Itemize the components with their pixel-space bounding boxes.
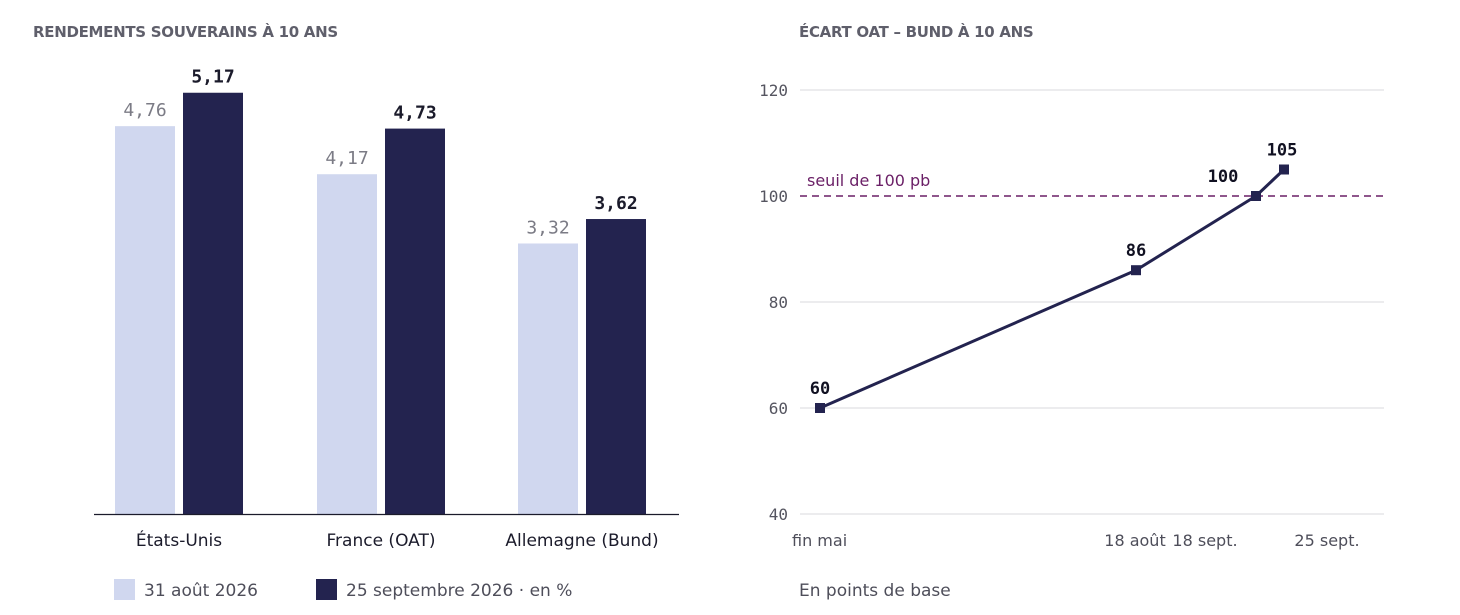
point-marker-2 — [1251, 191, 1261, 201]
point-label-3: 105 — [1267, 141, 1298, 161]
point-label-0: 60 — [810, 379, 830, 399]
bar-value-label-old-2: 3,32 — [526, 217, 569, 238]
line-chart-title: ÉCART OAT – BUND À 10 ANS — [799, 22, 1033, 41]
bar-value-label-old-0: 4,76 — [123, 100, 166, 121]
line-x-tick-labels: fin mai 18 août 18 sept. 25 sept. — [792, 531, 1360, 550]
x-tick-label-1: 18 août — [1104, 531, 1165, 550]
x-tick-label-3: 25 sept. — [1294, 531, 1359, 550]
bars-layer: 4,76 4,17 3,32 5,17 4,73 3,62 — [115, 67, 646, 515]
bar-old-1 — [317, 174, 377, 514]
x-tick-label-0: fin mai — [792, 531, 847, 550]
bar-new-1 — [385, 128, 445, 514]
bar-value-label-new-0: 5,17 — [191, 67, 234, 88]
y-tick-label-60: 60 — [769, 399, 788, 418]
y-tick-label-80: 80 — [769, 293, 788, 312]
bar-legend: 31 août 2026 25 septembre 2026 · en % — [114, 579, 572, 601]
bar-chart-title: RENDEMENTS SOUVERAINS À 10 ANS — [33, 22, 338, 41]
bar-value-label-old-1: 4,17 — [325, 148, 368, 169]
bar-value-label-new-1: 4,73 — [393, 103, 436, 124]
point-label-1: 86 — [1126, 241, 1146, 261]
point-marker-0 — [815, 403, 825, 413]
threshold-label: seuil de 100 pb — [807, 171, 930, 190]
point-label-2: 100 — [1208, 167, 1239, 187]
y-tick-label-100: 100 — [759, 187, 788, 206]
bar-old-0 — [115, 126, 175, 515]
legend-swatch-old — [114, 579, 135, 600]
threshold-group: seuil de 100 pb — [800, 171, 1384, 197]
legend-label-new-name: 25 septembre 2026 — [346, 581, 513, 601]
bar-old-2 — [518, 243, 578, 514]
point-marker-3 — [1279, 164, 1289, 175]
line-series: 60 86 100 105 — [810, 141, 1298, 413]
line-chart: ÉCART OAT – BUND À 10 ANS 120 100 80 60 40 s… — [759, 22, 1384, 601]
spread-line — [819, 168, 1286, 410]
line-unit-label: En points de base — [799, 581, 951, 601]
legend-label-new: 25 septembre 2026 · en % — [346, 581, 572, 601]
bar-new-0 — [183, 92, 243, 515]
y-tick-label-40: 40 — [769, 505, 788, 524]
category-label-france: France (OAT) — [327, 531, 436, 551]
bar-category-labels: États-Unis France (OAT) Allemagne (Bund) — [136, 529, 659, 551]
line-grid: 120 100 80 60 40 — [759, 81, 1384, 524]
category-label-etats-unis: États-Unis — [136, 529, 222, 551]
bar-new-2 — [586, 219, 646, 514]
x-tick-label-2: 18 sept. — [1172, 531, 1237, 550]
y-tick-label-120: 120 — [759, 81, 788, 100]
bar-value-label-new-2: 3,62 — [594, 193, 637, 214]
legend-swatch-new — [316, 579, 337, 600]
legend-label-old: 31 août 2026 — [144, 581, 258, 601]
legend-unit-note: · en % — [519, 581, 573, 601]
category-label-allemagne: Allemagne (Bund) — [505, 531, 658, 551]
point-marker-1 — [1131, 265, 1141, 276]
bar-chart: RENDEMENTS SOUVERAINS À 10 ANS 4,76 4,17 3… — [33, 22, 679, 601]
